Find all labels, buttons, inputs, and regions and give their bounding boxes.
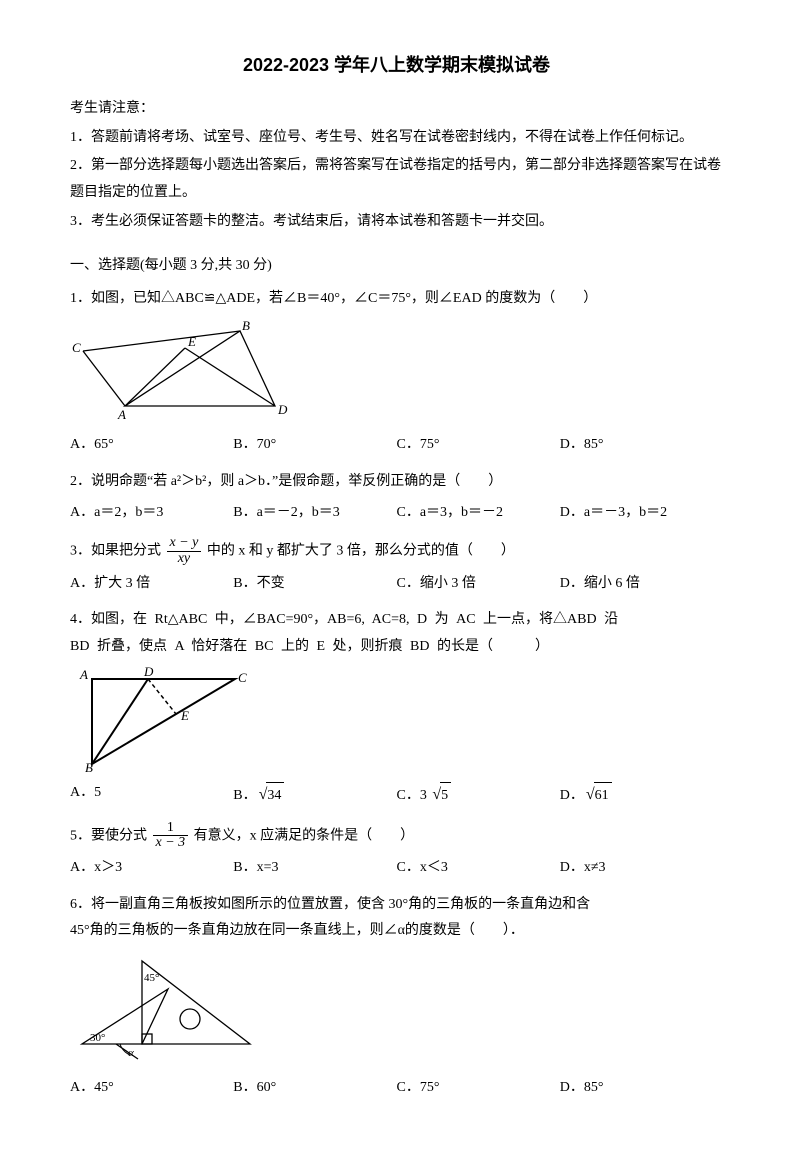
section-1-heading: 一、选择题(每小题 3 分,共 30 分) xyxy=(70,253,723,280)
q5-post: 有意义，x 应满足的条件是（ ） xyxy=(194,828,415,843)
q6-opt-a: A．45° xyxy=(70,1075,233,1102)
q3-den: xy xyxy=(167,552,202,567)
question-4-line1: 4．如图，在 Rt△ABC 中，∠BAC=90°，AB=6, AC=8, D 为… xyxy=(70,607,723,634)
q5-opt-b: B．x=3 xyxy=(233,855,396,882)
q1-opt-b: B．70° xyxy=(233,432,396,459)
q2-opt-a: A．a＝2，b＝3 xyxy=(70,500,233,527)
q2-options: A．a＝2，b＝3 B．a＝－2，b＝3 C．a＝3，b＝－2 D．a＝－3，b… xyxy=(70,500,723,527)
q6-figure: 45° 30° α xyxy=(70,949,723,1069)
q4-figure: A D C E B xyxy=(70,664,723,774)
sqrt-icon: 5 xyxy=(430,780,451,810)
q4-opt-b: B． 34 xyxy=(233,780,396,810)
q3-opt-c: C．缩小 3 倍 xyxy=(397,571,560,598)
exam-page: 2022-2023 学年八上数学期末模拟试卷 考生请注意： 1．答题前请将考场、… xyxy=(0,0,793,1151)
q6-options: A．45° B．60° C．75° D．85° xyxy=(70,1075,723,1102)
q4-opt-c-pre: C．3 xyxy=(397,788,431,803)
question-3: 3．如果把分式 x − y xy 中的 x 和 y 都扩大了 3 倍，那么分式的… xyxy=(70,536,723,566)
q2-opt-c: C．a＝3，b＝－2 xyxy=(397,500,560,527)
q6-opt-b: B．60° xyxy=(233,1075,396,1102)
q3-fraction: x − y xy xyxy=(167,536,202,566)
q5-pre: 5．要使分式 xyxy=(70,828,147,843)
fig4-label-a: A xyxy=(79,667,88,682)
q1-opt-c: C．75° xyxy=(397,432,560,459)
q4-opt-c-rad: 5 xyxy=(440,782,451,810)
fig1-label-a: A xyxy=(117,407,126,422)
q5-fraction: 1 x − 3 xyxy=(153,821,189,851)
q3-opt-d: D．缩小 6 倍 xyxy=(560,571,723,598)
q4-opt-d: D． 61 xyxy=(560,780,723,810)
fig4-label-b: B xyxy=(85,760,93,774)
q3-num: x − y xyxy=(167,536,202,552)
q3-post: 中的 x 和 y 都扩大了 3 倍，那么分式的值（ ） xyxy=(207,544,515,559)
question-1: 1．如图，已知△ABC≌△ADE，若∠B＝40°，∠C＝75°，则∠EAD 的度… xyxy=(70,286,723,313)
notice-heading: 考生请注意： xyxy=(70,96,723,123)
q5-opt-a: A．x＞3 xyxy=(70,855,233,882)
question-6-line1: 6．将一副直角三角板按如图所示的位置放置，使含 30°角的三角板的一条直角边和含 xyxy=(70,892,723,919)
q1-figure: B E C A D xyxy=(70,316,723,426)
q3-opt-a: A．扩大 3 倍 xyxy=(70,571,233,598)
page-title: 2022-2023 学年八上数学期末模拟试卷 xyxy=(70,48,723,82)
question-6-line2: 45°角的三角板的一条直角边放在同一条直线上，则∠α的度数是（ ）． xyxy=(70,918,723,945)
q3-options: A．扩大 3 倍 B．不变 C．缩小 3 倍 D．缩小 6 倍 xyxy=(70,571,723,598)
fig4-label-c: C xyxy=(238,670,247,685)
q3-pre: 3．如果把分式 xyxy=(70,544,161,559)
fig1-label-e: E xyxy=(187,334,196,349)
question-2: 2．说明命题“若 a²＞b²，则 a＞b．”是假命题，举反例正确的是（ ） xyxy=(70,469,723,496)
fig6-label-45: 45° xyxy=(144,972,159,984)
fig4-label-e: E xyxy=(180,708,189,723)
question-4-line2: BD 折叠，使点 A 恰好落在 BC 上的 E 处，则折痕 BD 的长是（ ） xyxy=(70,634,723,661)
question-5: 5．要使分式 1 x − 3 有意义，x 应满足的条件是（ ） xyxy=(70,821,723,851)
sqrt-icon: 61 xyxy=(584,780,612,810)
q5-opt-c: C．x＜3 xyxy=(397,855,560,882)
sqrt-icon: 34 xyxy=(257,780,285,810)
q4-opt-d-pre: D． xyxy=(560,788,584,803)
q1-options: A．65° B．70° C．75° D．85° xyxy=(70,432,723,459)
q4-opt-a: A．5 xyxy=(70,780,233,810)
q3-opt-b: B．不变 xyxy=(233,571,396,598)
q6-opt-c: C．75° xyxy=(397,1075,560,1102)
q1-opt-a: A．65° xyxy=(70,432,233,459)
q5-opt-d: D．x≠3 xyxy=(560,855,723,882)
fig1-label-b: B xyxy=(242,318,250,333)
notice-2: 2．第一部分选择题每小题选出答案后，需将答案写在试卷指定的括号内，第二部分非选择… xyxy=(70,153,723,206)
notice-1: 1．答题前请将考场、试室号、座位号、考生号、姓名写在试卷密封线内，不得在试卷上作… xyxy=(70,125,723,152)
q2-opt-b: B．a＝－2，b＝3 xyxy=(233,500,396,527)
q5-num: 1 xyxy=(153,821,189,837)
fig1-label-d: D xyxy=(277,402,288,417)
q4-opt-b-rad: 34 xyxy=(266,782,284,810)
fig6-label-30: 30° xyxy=(90,1032,105,1044)
q1-opt-d: D．85° xyxy=(560,432,723,459)
fig1-label-c: C xyxy=(72,340,81,355)
q5-options: A．x＞3 B．x=3 C．x＜3 D．x≠3 xyxy=(70,855,723,882)
q6-opt-d: D．85° xyxy=(560,1075,723,1102)
q5-den: x − 3 xyxy=(153,836,189,851)
fig4-label-d: D xyxy=(143,664,154,679)
q4-opt-d-rad: 61 xyxy=(594,782,612,810)
q4-opt-b-pre: B． xyxy=(233,788,256,803)
notice-3: 3．考生必须保证答题卡的整洁。考试结束后，请将本试卷和答题卡一并交回。 xyxy=(70,209,723,236)
q4-opt-c: C．3 5 xyxy=(397,780,560,810)
q2-opt-d: D．a＝－3，b＝2 xyxy=(560,500,723,527)
q4-options: A．5 B． 34 C．3 5 D． 61 xyxy=(70,780,723,810)
